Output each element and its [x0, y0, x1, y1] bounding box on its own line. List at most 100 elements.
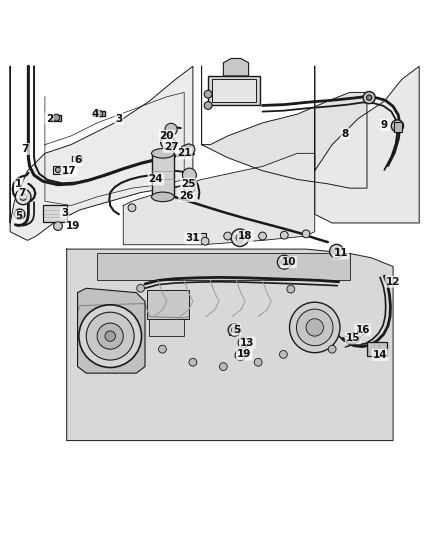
Circle shape: [219, 362, 227, 370]
Bar: [394, 122, 402, 132]
Circle shape: [333, 248, 339, 254]
Circle shape: [391, 120, 403, 132]
Bar: [230, 328, 238, 335]
Text: 4: 4: [91, 109, 99, 119]
Bar: [208, 76, 260, 106]
Circle shape: [280, 231, 288, 239]
Circle shape: [165, 123, 177, 135]
Text: 9: 9: [381, 120, 388, 130]
Ellipse shape: [152, 149, 174, 158]
Circle shape: [53, 114, 60, 121]
Bar: [147, 290, 188, 319]
Text: 11: 11: [334, 248, 348, 259]
Circle shape: [287, 285, 295, 293]
Circle shape: [14, 209, 25, 220]
Bar: [212, 79, 256, 102]
Circle shape: [306, 319, 323, 336]
Text: 14: 14: [373, 350, 387, 360]
Text: 27: 27: [164, 142, 178, 152]
Circle shape: [97, 323, 123, 349]
Circle shape: [105, 331, 116, 341]
Circle shape: [189, 358, 197, 366]
Circle shape: [290, 302, 340, 353]
Circle shape: [183, 168, 196, 182]
Circle shape: [201, 237, 209, 245]
Circle shape: [281, 259, 287, 265]
Text: 5: 5: [233, 325, 240, 335]
Circle shape: [137, 284, 145, 292]
Circle shape: [55, 167, 60, 173]
Circle shape: [395, 123, 400, 128]
Text: 17: 17: [61, 166, 76, 176]
Bar: [53, 166, 65, 174]
Text: 8: 8: [342, 129, 349, 139]
Circle shape: [329, 244, 343, 258]
Bar: [72, 156, 81, 161]
Bar: [43, 205, 67, 222]
Text: 13: 13: [240, 338, 254, 348]
Polygon shape: [10, 66, 193, 240]
Circle shape: [15, 189, 31, 205]
Bar: [51, 115, 61, 120]
Text: 3: 3: [61, 208, 68, 219]
Text: 10: 10: [281, 257, 296, 267]
Polygon shape: [123, 154, 315, 245]
Bar: [152, 154, 174, 197]
Bar: [367, 342, 387, 356]
Text: 31: 31: [186, 233, 200, 243]
Circle shape: [228, 324, 240, 336]
Circle shape: [367, 95, 372, 100]
Text: 2: 2: [46, 114, 53, 124]
Circle shape: [238, 337, 249, 348]
Ellipse shape: [152, 192, 174, 201]
Polygon shape: [315, 66, 419, 223]
Circle shape: [184, 182, 195, 193]
Circle shape: [128, 204, 136, 212]
Text: 26: 26: [179, 191, 194, 201]
Circle shape: [279, 351, 287, 358]
Text: 5: 5: [15, 212, 22, 221]
Circle shape: [254, 358, 262, 366]
Polygon shape: [223, 59, 249, 76]
Text: 18: 18: [238, 231, 252, 241]
Circle shape: [297, 309, 333, 346]
Text: 24: 24: [148, 174, 163, 184]
Text: 21: 21: [177, 148, 191, 158]
Polygon shape: [67, 249, 393, 441]
Circle shape: [350, 333, 360, 343]
Circle shape: [20, 193, 27, 200]
Circle shape: [258, 232, 266, 240]
Circle shape: [231, 229, 249, 246]
Circle shape: [161, 135, 175, 149]
Text: 20: 20: [159, 131, 174, 141]
Circle shape: [79, 305, 141, 367]
Bar: [149, 319, 184, 336]
Circle shape: [328, 345, 336, 353]
Circle shape: [53, 222, 62, 230]
Text: 3: 3: [115, 114, 123, 124]
Text: 7: 7: [18, 188, 26, 198]
Circle shape: [204, 102, 212, 109]
Text: 1: 1: [15, 179, 22, 189]
Text: 7: 7: [21, 144, 29, 154]
Circle shape: [363, 92, 375, 104]
Text: 12: 12: [386, 277, 400, 287]
Text: 16: 16: [355, 325, 370, 335]
Circle shape: [97, 111, 103, 117]
Circle shape: [277, 255, 291, 269]
Circle shape: [204, 90, 212, 98]
Bar: [194, 233, 206, 240]
Polygon shape: [78, 288, 145, 373]
Circle shape: [236, 234, 244, 241]
Text: 19: 19: [237, 350, 251, 359]
Text: 25: 25: [181, 179, 196, 189]
Text: 19: 19: [66, 221, 81, 231]
Circle shape: [302, 230, 310, 238]
Circle shape: [224, 232, 232, 240]
Text: 6: 6: [74, 155, 81, 165]
Polygon shape: [201, 66, 367, 188]
Circle shape: [159, 345, 166, 353]
Circle shape: [86, 312, 134, 360]
Circle shape: [232, 327, 237, 333]
Bar: [93, 111, 105, 116]
